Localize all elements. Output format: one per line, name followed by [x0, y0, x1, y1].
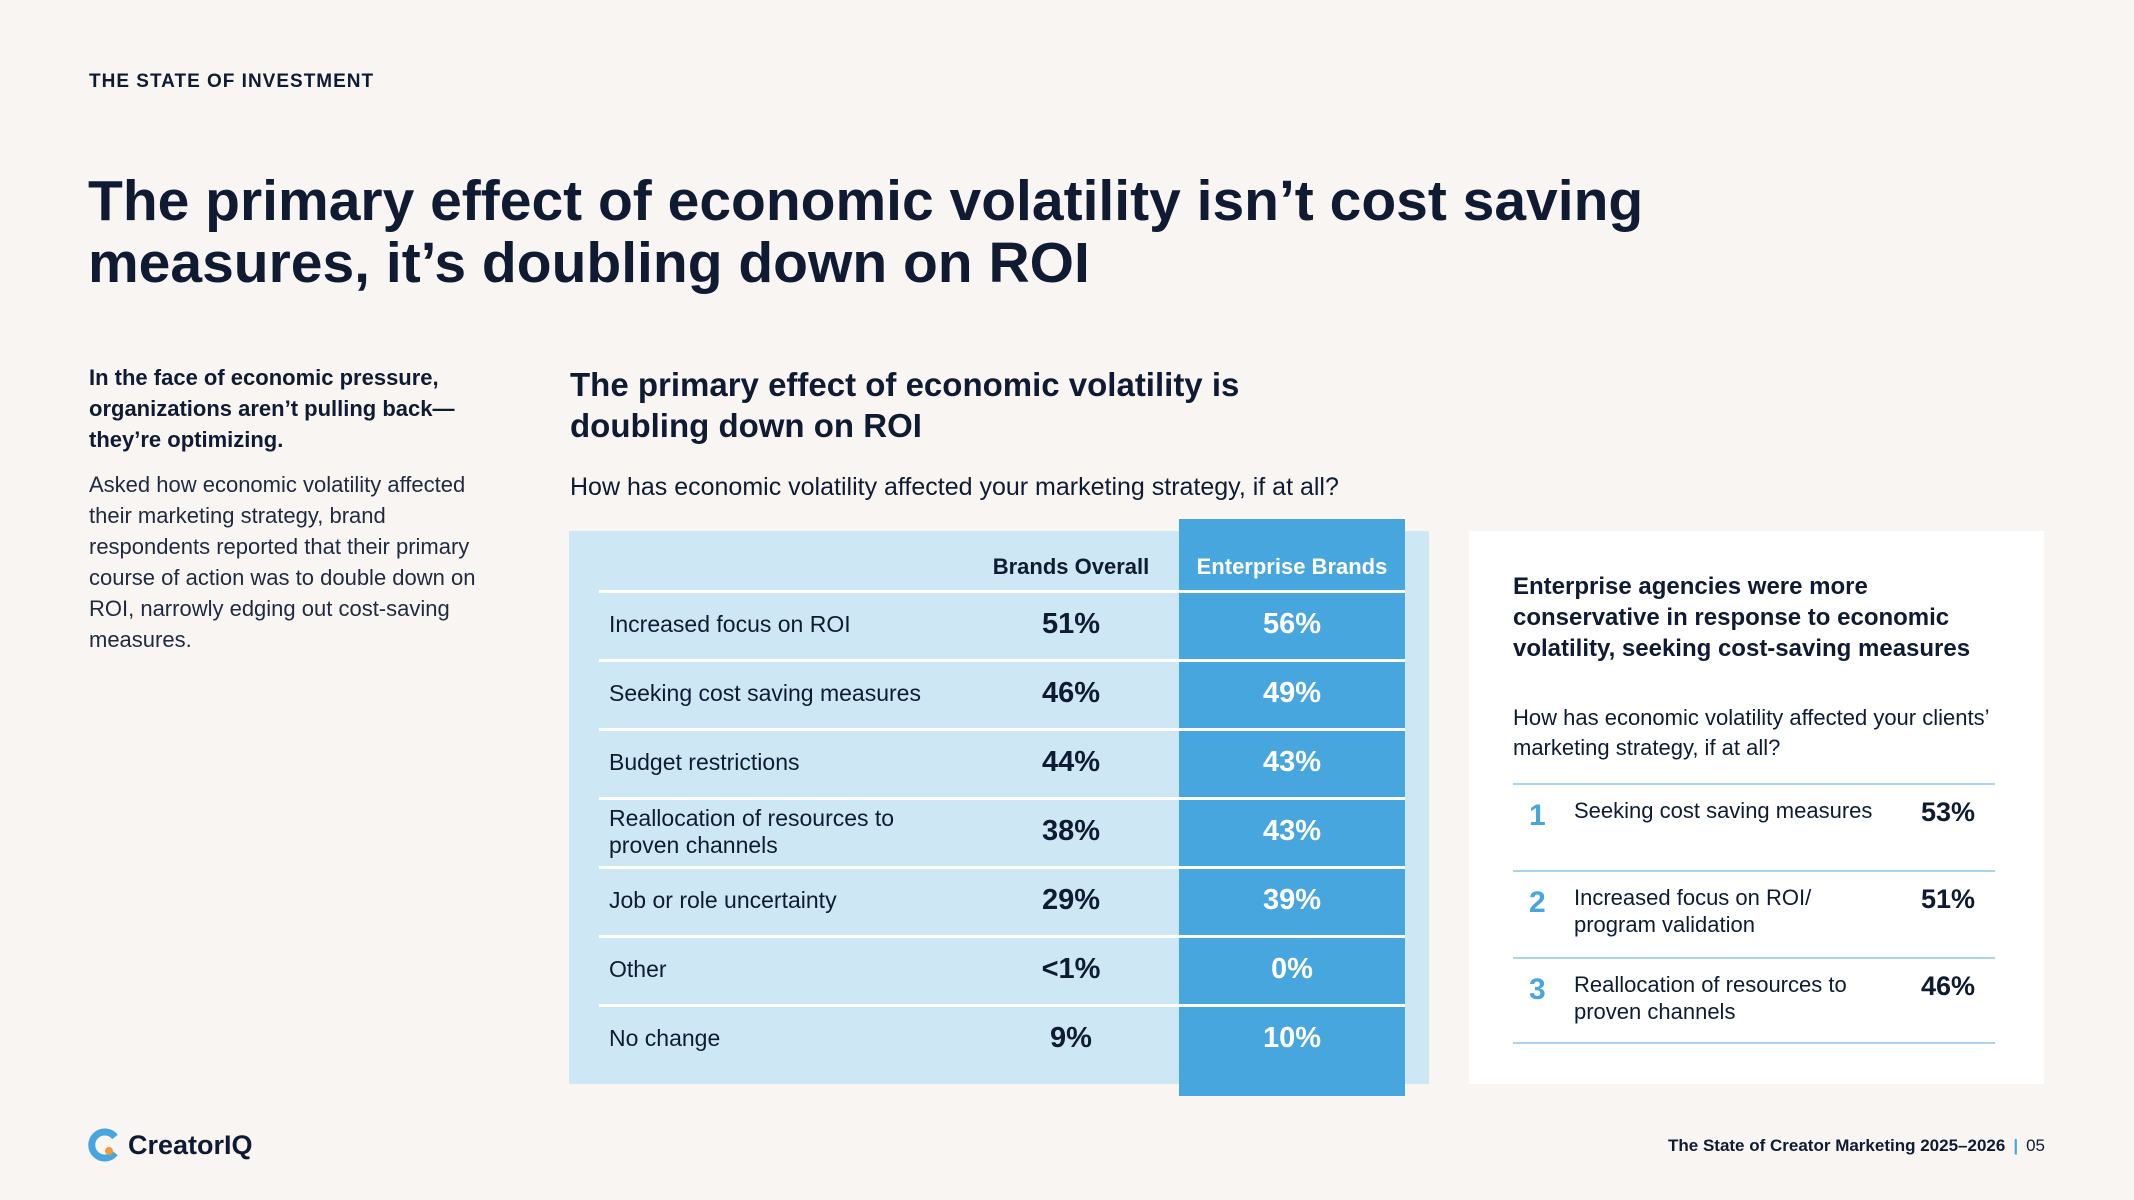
column-header-brands-overall: Brands Overall	[992, 554, 1150, 579]
rank-value: 46%	[1920, 971, 1975, 1001]
brands-overall-value: 9%	[1050, 1022, 1092, 1054]
enterprise-brands-value: 49%	[1262, 677, 1322, 709]
page-headline: The primary effect of economic volatilit…	[88, 169, 1644, 295]
intro-body: Asked how economic volatility affected t…	[89, 472, 476, 652]
page-footer: The State of Creator Marketing 2025–2026…	[1668, 1136, 2045, 1156]
enterprise-column-highlight	[1179, 519, 1405, 1096]
brand-logo: CreatorIQ	[88, 1128, 253, 1162]
enterprise-brands-value: 43%	[1262, 746, 1322, 778]
table-row: Budget restrictions 44% 43%	[599, 728, 1405, 794]
table-row: Increased focus on ROI 51% 56%	[599, 590, 1405, 656]
row-label: Seeking cost saving measures	[609, 680, 921, 706]
agency-callout-card: Enterprise agencies were more conservati…	[1469, 531, 2044, 1084]
intro-lead: In the face of economic pressure, organi…	[89, 365, 455, 452]
brands-overall-value: 51%	[1041, 608, 1101, 640]
enterprise-brands-value: 0%	[1271, 953, 1313, 985]
chart-question: How has economic volatility affected you…	[570, 473, 1339, 501]
rank-value: 51%	[1920, 884, 1975, 914]
brands-overall-value: 46%	[1041, 677, 1101, 709]
table-row: Reallocation of resources to proven chan…	[599, 797, 1405, 863]
enterprise-brands-value: 43%	[1262, 815, 1322, 847]
rank-label: Increased focus on ROI/ program validati…	[1574, 885, 1812, 937]
rank-label: Seeking cost saving measures	[1574, 798, 1873, 823]
row-label: No change	[609, 1025, 721, 1051]
ranked-item: 2 Increased focus on ROI/ program valida…	[1513, 870, 1995, 957]
rank-value: 53%	[1920, 797, 1975, 827]
table-row: Job or role uncertainty 29% 39%	[599, 866, 1405, 932]
intro-text: In the face of economic pressure, organi…	[89, 362, 489, 655]
row-label: Job or role uncertainty	[609, 887, 837, 913]
rank-number: 3	[1529, 973, 1546, 1006]
callout-question: How has economic volatility affected you…	[1513, 705, 1989, 760]
brands-overall-value: 29%	[1041, 884, 1101, 916]
column-header-enterprise-brands: Enterprise Brands	[1196, 554, 1388, 579]
chart-title: The primary effect of economic volatilit…	[570, 366, 1240, 444]
section-eyebrow: THE STATE OF INVESTMENT	[89, 71, 375, 92]
enterprise-brands-value: 10%	[1262, 1022, 1322, 1054]
footer-separator: |	[2013, 1136, 2019, 1155]
row-label: Reallocation of resources to proven chan…	[609, 804, 895, 858]
table-row: Seeking cost saving measures 46% 49%	[599, 659, 1405, 725]
rank-number: 2	[1529, 886, 1546, 919]
enterprise-brands-value: 39%	[1262, 884, 1322, 916]
brands-overall-value: 38%	[1041, 815, 1101, 847]
creatoriq-logo-icon	[88, 1128, 118, 1162]
table-row: No change 9% 10%	[599, 1004, 1405, 1070]
row-label: Other	[609, 956, 667, 982]
rank-label: Reallocation of resources to proven chan…	[1574, 972, 1847, 1024]
brand-wordmark: CreatorIQ	[128, 1129, 253, 1160]
ranked-item: 1 Seeking cost saving measures 53%	[1513, 783, 1995, 870]
enterprise-brands-value: 56%	[1262, 608, 1322, 640]
brands-overall-value: 44%	[1041, 746, 1101, 778]
ranked-item: 3 Reallocation of resources to proven ch…	[1513, 957, 1995, 1044]
report-title: The State of Creator Marketing 2025–2026	[1668, 1136, 2006, 1155]
callout-title: Enterprise agencies were more conservati…	[1513, 573, 1971, 662]
row-label: Budget restrictions	[609, 749, 800, 775]
page-number: 05	[2026, 1136, 2045, 1155]
table-row: Other <1% 0%	[599, 935, 1405, 1001]
brands-overall-value: <1%	[1041, 953, 1101, 985]
rank-number: 1	[1529, 799, 1546, 832]
row-label: Increased focus on ROI	[609, 611, 851, 637]
